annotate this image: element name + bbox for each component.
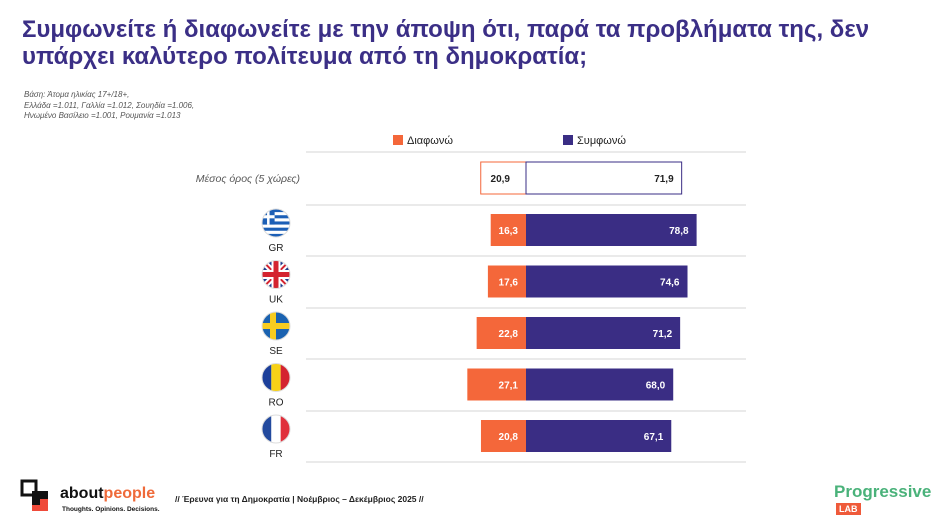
aboutpeople-tagline: Thoughts. Opinions. Decisions.	[62, 506, 160, 513]
bar-agree	[526, 420, 672, 452]
legend-label-agree: Συμφωνώ	[577, 135, 626, 147]
bar-agree	[526, 317, 681, 349]
bar-disagree	[490, 214, 526, 246]
base-note-line: Ηνωμένο Βασίλειο =1.001, Ρουμανία =1.013	[24, 111, 181, 120]
data-label-disagree: 20,8	[499, 432, 519, 443]
data-label-agree: 67,1	[644, 432, 664, 443]
average-value-disagree: 20,9	[491, 174, 511, 185]
flag-uk-icon	[261, 260, 291, 289]
data-label-disagree: 27,1	[499, 381, 519, 392]
flag-france-icon	[261, 414, 291, 444]
bar-agree	[526, 214, 697, 246]
flag-sweden-icon	[261, 311, 291, 341]
average-label: Μέσος όρος (5 χώρες)	[196, 173, 300, 185]
legend-swatch-disagree	[393, 135, 403, 145]
flag-greece-icon	[261, 208, 291, 238]
data-label-agree: 78,8	[669, 226, 689, 237]
aboutpeople-wordmark-b: people	[103, 485, 156, 502]
average-bar-agree	[525, 161, 683, 195]
base-note: Βάση: Άτομα ηλικίας 17+/18+, Ελλάδα =1.0…	[24, 90, 424, 122]
lab-badge: LAB	[836, 503, 861, 515]
aboutpeople-logo: aboutpeople Thoughts. Opinions. Decision…	[20, 479, 180, 519]
category-label: FR	[269, 449, 282, 460]
bar-disagree	[480, 420, 526, 452]
survey-footer: // Έρευνα για τη Δημοκρατία | Νοέμβριος …	[175, 494, 424, 504]
data-label-disagree: 16,3	[499, 226, 519, 237]
progressive-lab-logo: Progressive LAB	[834, 482, 934, 522]
bar-agree	[526, 265, 688, 298]
progressive-wordmark: Progressive	[834, 482, 932, 501]
category-label: UK	[269, 295, 283, 306]
category-label: GR	[269, 243, 284, 254]
aboutpeople-wordmark-a: about	[60, 485, 104, 502]
data-label-disagree: 22,8	[499, 329, 519, 340]
flag-romania-icon	[261, 363, 291, 392]
bar-disagree	[476, 317, 526, 349]
aboutpeople-wordmark: aboutpeople	[60, 485, 155, 503]
average-value-agree: 71,9	[654, 174, 674, 185]
category-label: RO	[269, 398, 284, 409]
bar-disagree	[487, 265, 526, 298]
data-label-disagree: 17,6	[499, 278, 519, 289]
base-note-line: Βάση: Άτομα ηλικίας 17+/18+,	[24, 90, 130, 99]
page-title: Συμφωνείτε ή διαφωνείτε με την άποψη ότι…	[22, 16, 870, 70]
data-label-agree: 68,0	[646, 381, 666, 392]
base-note-line: Ελλάδα =1.011, Γαλλία =1.012, Σουηδία =1…	[24, 100, 195, 110]
bar-disagree	[467, 368, 526, 401]
legend-label-disagree: Διαφωνώ	[407, 135, 453, 147]
data-label-agree: 74,6	[660, 278, 680, 289]
aboutpeople-mark-icon	[20, 479, 48, 511]
legend-swatch-agree	[563, 135, 573, 145]
bar-agree	[526, 368, 674, 401]
data-label-agree: 71,2	[653, 329, 673, 340]
category-label: SE	[269, 346, 283, 357]
